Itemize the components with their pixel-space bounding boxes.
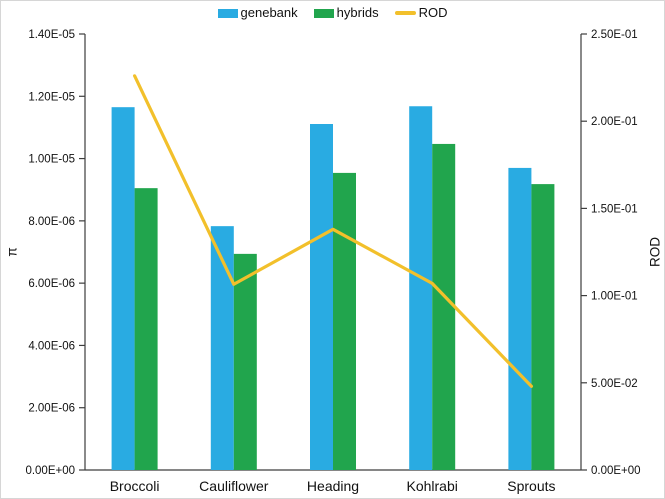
bar-genebank-sprouts — [508, 167, 532, 470]
legend-item-genebank: genebank — [217, 4, 298, 22]
bar-hybrids-broccoli — [134, 188, 158, 470]
bar-genebank-broccoli — [111, 107, 135, 470]
genebank-swatch-icon — [217, 8, 238, 18]
left-axis-tick-label: 6.00E-06 — [28, 278, 75, 290]
bar-hybrids-cauliflower — [233, 253, 257, 470]
right-axis-tick-label: 2.00E-01 — [591, 116, 638, 128]
left-axis-tick-label: 4.00E-06 — [28, 340, 75, 352]
right-axis-tick-label: 2.50E-01 — [591, 29, 638, 41]
bar-genebank-heading — [310, 124, 333, 470]
legend-item-hybrids: hybrids — [313, 4, 379, 22]
legend-label-rod: ROD — [418, 5, 448, 20]
rod-line-swatch-icon — [394, 11, 416, 15]
legend-label-hybrids: hybrids — [336, 5, 379, 20]
category-label-cauliflower: Cauliflower — [199, 478, 269, 494]
bar-hybrids-heading — [333, 172, 356, 470]
left-axis-tick-label: 1.40E-05 — [28, 29, 75, 41]
category-label-kohlrabi: Kohlrabi — [407, 478, 458, 494]
hybrids-swatch-icon — [313, 8, 334, 18]
left-axis-tick-label: 2.00E-06 — [28, 403, 75, 415]
right-axis-tick-label: 1.50E-01 — [591, 203, 638, 215]
bar-genebank-cauliflower — [210, 226, 234, 470]
right-axis-tick-label: 5.00E-02 — [591, 378, 638, 390]
right-axis-tick-label: 0.00E+00 — [591, 465, 641, 477]
left-axis-tick-label: 0.00E+00 — [25, 465, 75, 477]
category-label-broccoli: Broccoli — [110, 478, 160, 494]
category-label-sprouts: Sprouts — [507, 478, 555, 494]
bar-hybrids-kohlrabi — [432, 143, 456, 471]
left-axis-tick-label: 8.00E-06 — [28, 216, 75, 228]
bar-genebank-kohlrabi — [409, 106, 433, 470]
legend-label-genebank: genebank — [240, 5, 298, 20]
chart-legend: genebank hybrids ROD — [1, 3, 664, 23]
left-axis-tick-label: 1.00E-05 — [28, 154, 75, 166]
right-axis-tick-label: 1.00E-01 — [591, 291, 638, 303]
category-label-heading: Heading — [307, 478, 359, 494]
bar-hybrids-sprouts — [531, 184, 555, 470]
left-axis-tick-label: 1.20E-05 — [28, 91, 75, 103]
legend-item-rod: ROD — [394, 4, 448, 22]
rod-line — [133, 74, 534, 388]
